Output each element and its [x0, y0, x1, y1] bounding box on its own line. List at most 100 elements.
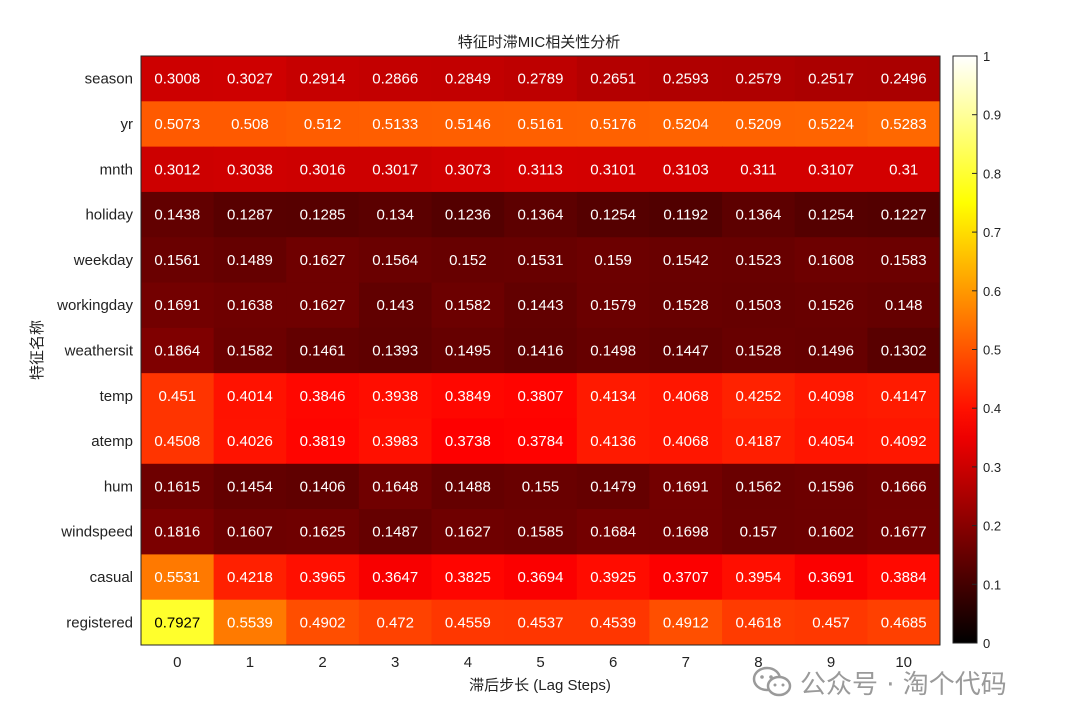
heatmap-cell: [213, 56, 287, 102]
cell-value-label: 0.4559: [445, 614, 491, 631]
cell-value-label: 0.157: [740, 524, 778, 541]
colorbar-ticks: 0 0.1 0.2 0.3 0.4 0.5 0.6 0.7 0.8 0.9 1: [972, 49, 1001, 651]
heatmap-cell: [794, 191, 868, 238]
heatmap-cell: [576, 101, 650, 148]
y-tick-label: season: [85, 71, 133, 88]
cell-value-label: 0.1666: [881, 478, 927, 495]
cell-value-label: 0.5531: [154, 569, 200, 586]
colorbar-tick-label: 0: [983, 636, 990, 651]
cell-value-label: 0.1596: [808, 478, 854, 495]
cell-value-label: 0.4068: [663, 388, 709, 405]
cell-value-label: 0.3965: [300, 569, 346, 586]
heatmap-cell: [358, 56, 433, 102]
cell-value-label: 0.3846: [300, 388, 346, 405]
x-tick-label: 0: [173, 654, 181, 671]
cell-value-label: 0.1236: [445, 207, 491, 224]
heatmap-cell: [794, 599, 868, 646]
heatmap-cell: [722, 237, 796, 284]
heatmap-cell: [504, 282, 578, 329]
heatmap-cell: [576, 463, 650, 510]
heatmap-cell: [722, 191, 796, 238]
cell-value-label: 0.1691: [663, 478, 709, 495]
heatmap-cell: [794, 56, 868, 102]
heatmap-cell: [504, 237, 578, 284]
cell-value-label: 0.1302: [881, 343, 927, 360]
heatmap-cell: [867, 509, 941, 555]
cell-value-label: 0.5209: [735, 116, 781, 133]
heatmap-cell: [649, 418, 723, 465]
colorbar-tick-label: 1: [983, 49, 990, 64]
cell-value-label: 0.1564: [372, 252, 418, 269]
heatmap-cell: [504, 599, 578, 646]
cell-value-label: 0.3807: [518, 388, 564, 405]
heatmap-cell: [649, 282, 723, 329]
cell-value-label: 0.4618: [735, 614, 781, 631]
cell-value-label: 0.1523: [735, 252, 781, 269]
heatmap-cell: [867, 146, 941, 193]
heatmap-cell: [649, 56, 723, 102]
colorbar-tick-label: 0.7: [983, 225, 1001, 240]
cell-value-label: 0.134: [376, 207, 414, 224]
cell-value-label: 0.3073: [445, 161, 491, 178]
heatmap-cell: [431, 327, 505, 374]
heatmap-cell: [141, 554, 215, 601]
cell-value-label: 0.311: [740, 161, 776, 178]
heatmap-cell: [867, 282, 941, 329]
cell-value-label: 0.3694: [518, 569, 564, 586]
cell-value-label: 0.3008: [154, 71, 200, 88]
watermark-text: 公众号 · 淘个代码: [800, 669, 1007, 700]
heatmap-cell: [649, 101, 723, 148]
cell-value-label: 0.1528: [735, 343, 781, 360]
heatmap-cell: [794, 373, 868, 419]
heatmap-cell: [794, 282, 868, 329]
cell-value-label: 0.4054: [808, 433, 854, 450]
heatmap-cell: [576, 146, 650, 193]
heatmap-cell: [358, 463, 433, 510]
y-tick-label: atemp: [91, 433, 133, 450]
cell-value-label: 0.5539: [227, 614, 273, 631]
cell-value-label: 0.4187: [735, 433, 781, 450]
heatmap-cell: [358, 191, 433, 238]
cell-value-label: 0.5204: [663, 116, 709, 133]
cell-value-label: 0.1479: [590, 478, 636, 495]
heatmap-cell: [431, 101, 505, 148]
heatmap-cell: [649, 327, 723, 374]
plot-frame: [140, 55, 941, 646]
heatmap-cell: [141, 599, 215, 646]
cell-value-label: 0.451: [159, 388, 197, 405]
heatmap-cell: [286, 418, 360, 465]
cell-value-label: 0.1416: [518, 343, 564, 360]
heatmap-cell: [867, 56, 941, 102]
wechat-icon: [752, 666, 792, 697]
cell-value-label: 0.148: [885, 297, 923, 314]
heatmap-cell: [794, 509, 868, 555]
heatmap-cell: [504, 191, 578, 238]
heatmap-cell: [504, 56, 578, 102]
cell-value-label: 0.1582: [445, 297, 491, 314]
heatmap-cell: [358, 509, 433, 555]
cell-value-label: 0.1582: [227, 343, 273, 360]
y-tick-label: temp: [100, 388, 133, 405]
cell-value-label: 0.1691: [154, 297, 200, 314]
cell-value-label: 0.1528: [663, 297, 709, 314]
heatmap-cell: [722, 101, 796, 148]
cell-value-label: 0.1542: [663, 252, 709, 269]
x-tick-label: 10: [895, 654, 912, 671]
y-tick-label: mnth: [100, 161, 133, 178]
x-tick-label: 3: [391, 654, 399, 671]
cell-value-label: 0.1677: [881, 524, 927, 541]
cell-value-label: 0.5176: [590, 116, 636, 133]
cell-value-label: 0.2496: [881, 71, 927, 88]
cell-value-label: 0.3849: [445, 388, 491, 405]
cell-value-label: 0.1648: [372, 478, 418, 495]
cell-value-label: 0.2593: [663, 71, 709, 88]
x-tick-label: 8: [754, 654, 762, 671]
cell-value-label: 0.1864: [154, 343, 200, 360]
heatmap-cell: [213, 282, 287, 329]
heatmap-cell: [794, 463, 868, 510]
cell-value-label: 0.1254: [590, 207, 636, 224]
heatmap-cell: [141, 418, 215, 465]
cell-value-label: 0.1602: [808, 524, 854, 541]
heatmap-cell: [431, 554, 505, 601]
x-tick-label: 4: [464, 654, 472, 671]
